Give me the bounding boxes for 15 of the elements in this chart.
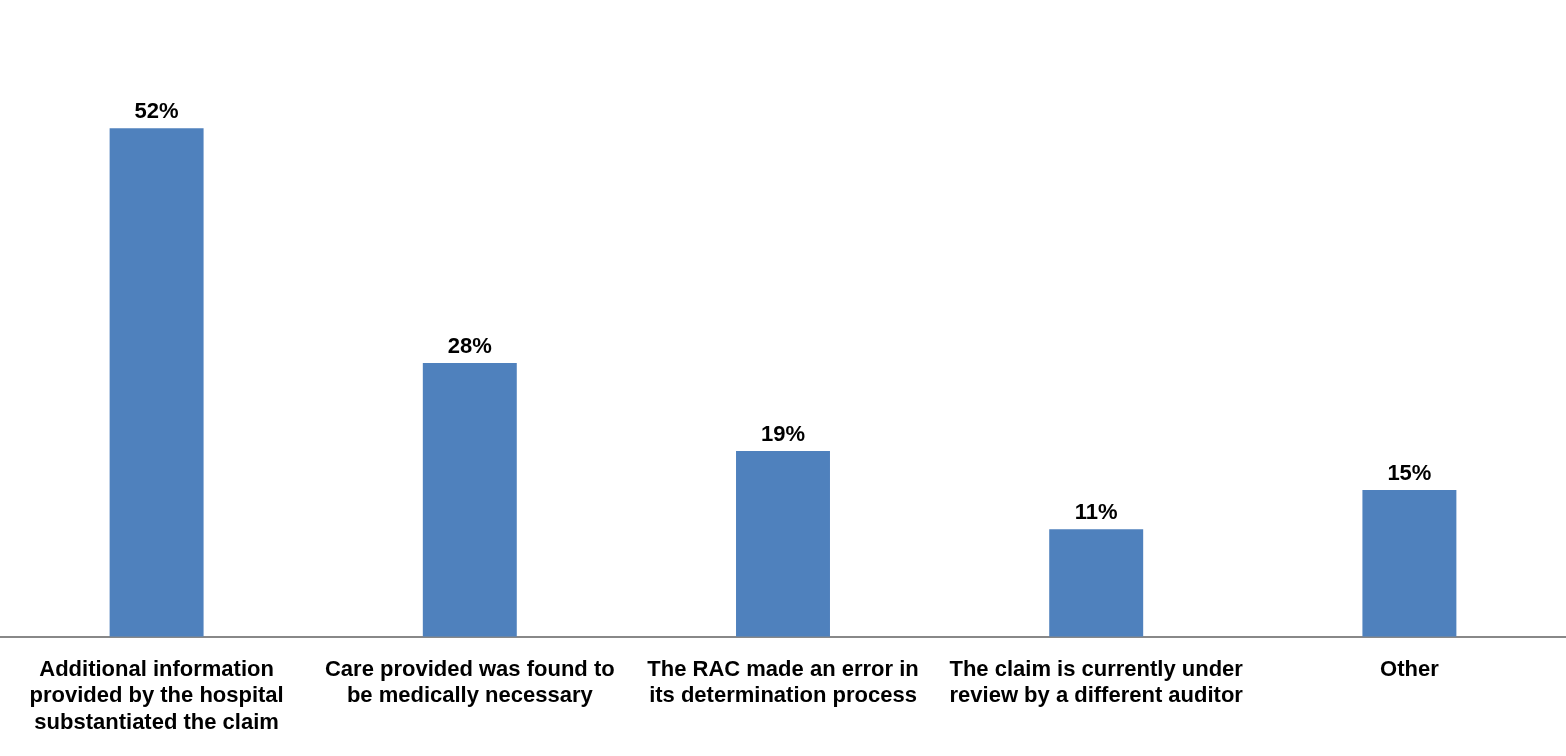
data-label: 28% — [447, 333, 492, 359]
x-tick-label: The RAC made an error in its determination process — [647, 656, 919, 708]
x-tick-label: The claim is currently under review by a different auditor — [949, 656, 1244, 708]
bar — [1362, 490, 1457, 637]
x-tick-label: Care provided was found to be medically necessary — [324, 656, 615, 708]
data-label: 15% — [1387, 460, 1432, 486]
x-tick-label: Additional information provided by the hospital substantiated the claim — [29, 656, 284, 734]
data-label: 52% — [134, 98, 179, 124]
bar — [422, 362, 517, 637]
bar — [109, 128, 204, 637]
data-label: 19% — [760, 421, 806, 447]
bar — [736, 450, 830, 637]
data-label: 11% — [1074, 499, 1118, 525]
bar — [1049, 529, 1144, 637]
x-tick-label: Other — [1380, 656, 1440, 682]
